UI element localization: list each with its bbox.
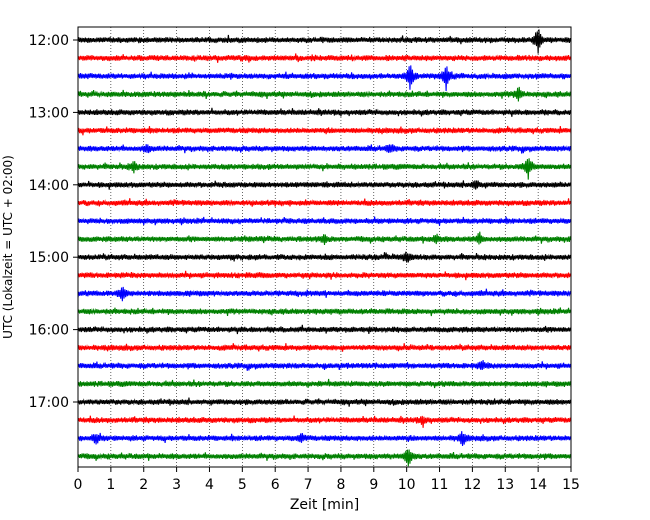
trace-1300 (77, 107, 572, 117)
trace-1700 (77, 397, 572, 407)
trace-1745 (77, 449, 572, 467)
y-tick-label: 14:00 (29, 178, 69, 194)
trace-1400 (77, 180, 572, 190)
x-tick-label: 5 (238, 477, 247, 493)
trace-1245 (77, 86, 572, 102)
grid (110, 27, 539, 467)
x-tick-label: 7 (304, 477, 313, 493)
x-tick-label: 1 (106, 477, 115, 493)
trace-1215 (77, 53, 572, 63)
trace-1615 (77, 343, 572, 352)
trace-1600 (77, 324, 572, 335)
trace-1630 (77, 360, 572, 371)
trace-1500 (77, 251, 572, 263)
x-tick-label: 13 (496, 477, 514, 493)
x-tick-label: 0 (74, 477, 83, 493)
x-axis: 0 1 2 3 4 5 6 7 8 9 10 11 12 13 14 15 (74, 467, 580, 493)
trace-1230 (77, 65, 572, 92)
x-tick-label: 11 (431, 477, 449, 493)
x-tick-label: 2 (139, 477, 148, 493)
y-tick-label: 17:00 (29, 395, 69, 411)
y-tick-label: 16:00 (29, 323, 69, 339)
x-tick-label: 8 (336, 477, 345, 493)
x-tick-label: 9 (369, 477, 378, 493)
trace-1545 (77, 307, 572, 317)
trace-1200 (77, 29, 572, 54)
seismic-traces (77, 29, 572, 467)
y-tick-label: 15:00 (29, 250, 69, 266)
x-tick-label: 12 (463, 477, 481, 493)
trace-1715 (77, 415, 572, 428)
plot-frame (77, 26, 572, 468)
trace-1315 (77, 125, 572, 136)
trace-1645 (77, 378, 572, 389)
trace-1430 (77, 216, 572, 226)
x-axis-label: Zeit [min] (290, 497, 359, 513)
trace-1730 (77, 431, 572, 446)
x-tick-label: 6 (271, 477, 280, 493)
x-tick-label: 3 (172, 477, 181, 493)
x-tick-label: 15 (562, 477, 580, 493)
trace-1530 (77, 286, 572, 302)
trace-1515 (77, 270, 572, 281)
y-tick-label: 13:00 (29, 105, 69, 121)
x-tick-label: 14 (529, 477, 547, 493)
y-tick-label: 12:00 (29, 33, 69, 49)
trace-1445 (77, 231, 572, 246)
trace-1415 (77, 198, 572, 207)
x-tick-label: 10 (398, 477, 416, 493)
y-axis-label: UTC (Lokalzeit = UTC + 02:00) (1, 155, 15, 339)
x-tick-label: 4 (205, 477, 214, 493)
trace-1345 (77, 158, 572, 180)
trace-1330 (77, 144, 572, 154)
y-axis: 12:00 13:00 14:00 15:00 16:00 17:00 (29, 33, 78, 411)
